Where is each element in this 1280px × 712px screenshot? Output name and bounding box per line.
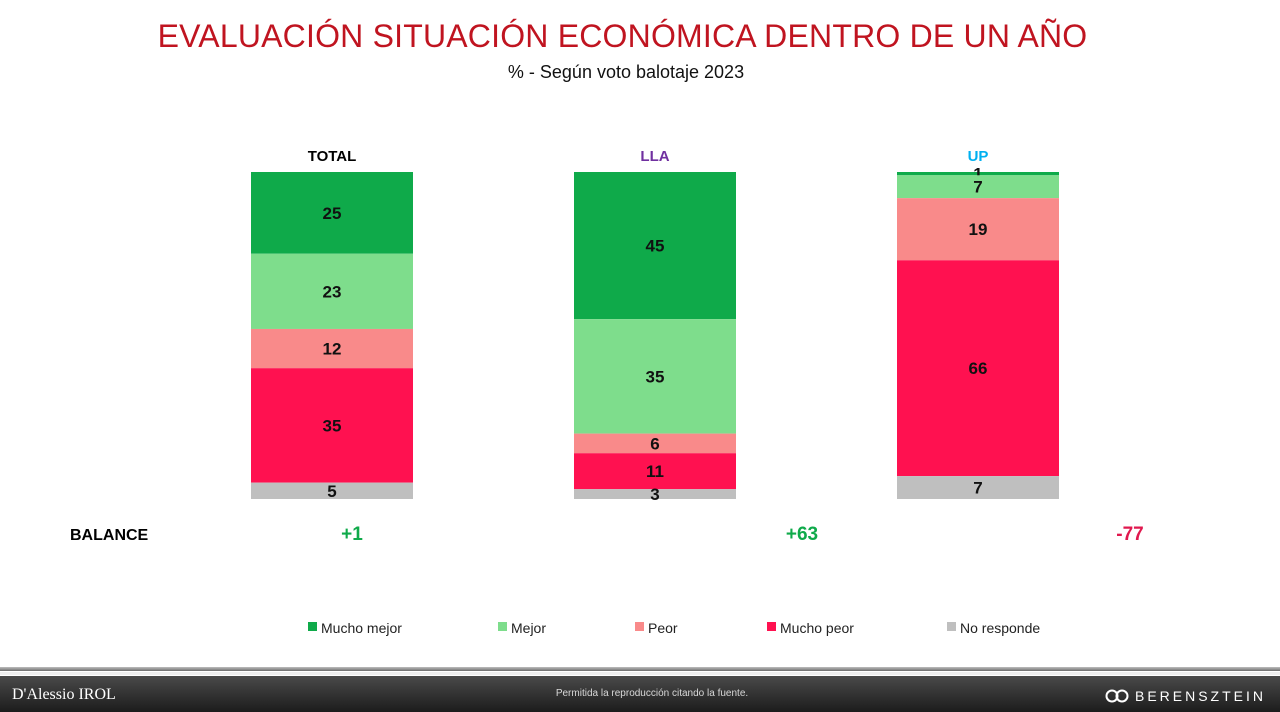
bar-segment-up-mucho-mejor	[897, 172, 1059, 176]
chart-subtitle: % - Según voto balotaje 2023	[507, 62, 745, 82]
bar-segment-total-mejor	[251, 253, 413, 329]
category-label-up: UP	[968, 148, 989, 165]
data-label-lla-mucho-mejor: 45	[646, 237, 665, 256]
legend-label-peor: Peor	[648, 620, 678, 636]
bar-segment-total-no-responde	[251, 482, 413, 499]
legend-swatch-no-responde	[947, 622, 956, 631]
legend-label-mucho-mejor: Mucho mejor	[321, 620, 402, 636]
category-label-lla: LLA	[640, 148, 669, 165]
balance-label: BALANCE	[70, 527, 149, 544]
footer-note: Permitida la reproducción citando la fue…	[555, 688, 749, 699]
legend-swatch-mejor	[498, 622, 507, 631]
legend-label-mucho-peor: Mucho peor	[780, 620, 854, 636]
berensztein-logo: BERENSZTEIN	[1105, 688, 1266, 704]
data-label-total-mejor: 23	[323, 282, 342, 301]
chart-title: EVALUACIÓN SITUACIÓN ECONÓMICA DENTRO DE…	[157, 18, 1088, 54]
balance-value-total: +1	[341, 524, 363, 545]
footer-divider-light	[0, 672, 1280, 675]
data-label-up-mucho-peor: 66	[969, 359, 988, 378]
bar-segment-total-mucho-mejor	[251, 172, 413, 254]
data-label-up-mejor: 7	[973, 178, 982, 197]
bar-segment-lla-mucho-mejor	[574, 172, 736, 320]
bar-segment-up-peor	[897, 198, 1059, 261]
data-label-lla-peor: 6	[650, 434, 659, 453]
footer-bar	[0, 676, 1280, 712]
legend-label-no-responde: No responde	[960, 620, 1040, 636]
balance-value-lla: +63	[786, 524, 818, 545]
berensztein-logo-text: BERENSZTEIN	[1134, 688, 1266, 704]
legend-swatch-peor	[635, 622, 644, 631]
data-label-total-mucho-peor: 35	[323, 416, 342, 435]
data-label-up-mucho-mejor: 1	[973, 165, 982, 184]
footer-divider	[0, 667, 1280, 671]
data-label-total-mucho-mejor: 25	[323, 204, 342, 223]
data-label-total-no-responde: 5	[327, 482, 336, 501]
data-label-up-peor: 19	[969, 220, 988, 239]
bar-segment-lla-mucho-peor	[574, 453, 736, 490]
legend-label-mejor: Mejor	[511, 620, 546, 636]
stacked-bar-chart: TOTAL252312355LLA45356113UP1719667BALANC…	[70, 148, 1144, 636]
data-label-lla-mejor: 35	[646, 367, 665, 386]
bar-segment-lla-mejor	[574, 319, 736, 434]
legend-swatch-mucho-peor	[767, 622, 776, 631]
dalessio-logo: D'Alessio IROL	[12, 686, 116, 703]
bar-segment-up-no-responde	[897, 476, 1059, 499]
berensztein-logo-icon	[1105, 689, 1129, 703]
bar-segment-total-mucho-peor	[251, 368, 413, 483]
bar-segment-lla-peor	[574, 433, 736, 454]
bar-segment-up-mejor	[897, 175, 1059, 199]
bar-segment-up-mucho-peor	[897, 260, 1059, 477]
legend-swatch-mucho-mejor	[308, 622, 317, 631]
data-label-total-peor: 12	[323, 340, 342, 359]
data-label-lla-mucho-peor: 11	[646, 462, 664, 481]
bar-segment-total-peor	[251, 328, 413, 369]
data-label-lla-no-responde: 3	[650, 485, 659, 504]
balance-value-up: -77	[1116, 524, 1143, 545]
category-label-total: TOTAL	[308, 148, 357, 165]
data-label-up-no-responde: 7	[973, 479, 982, 498]
bar-segment-lla-no-responde	[574, 489, 736, 499]
